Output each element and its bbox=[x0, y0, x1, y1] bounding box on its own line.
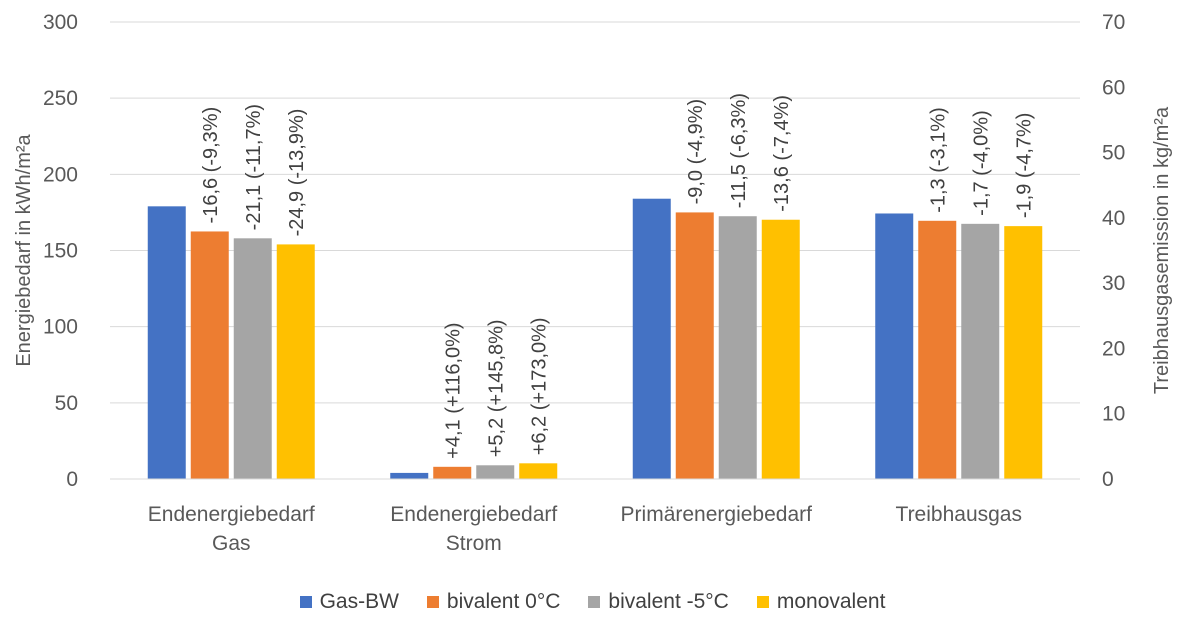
y2-tick-label: 10 bbox=[1102, 403, 1125, 426]
y-tick-label: 50 bbox=[55, 392, 78, 415]
y2-tick-label: 60 bbox=[1102, 76, 1125, 99]
data-label: -1,3 (-3,1%) bbox=[927, 107, 949, 213]
bar-3-2 bbox=[961, 223, 1000, 479]
bar-0-2 bbox=[233, 238, 272, 479]
data-label: -16,6 (-9,3%) bbox=[200, 107, 222, 224]
bar-1-0 bbox=[390, 472, 429, 479]
bar-0-3 bbox=[276, 244, 315, 479]
bar-1-3 bbox=[519, 463, 558, 479]
legend-swatch bbox=[756, 596, 769, 608]
legend-label: bivalent 0°C bbox=[446, 590, 561, 613]
y2-tick-label: 20 bbox=[1102, 337, 1125, 360]
bar-0-1 bbox=[190, 231, 229, 479]
data-label: +6,2 (+173,0%) bbox=[528, 317, 550, 455]
y2-tick-label: 0 bbox=[1102, 468, 1114, 491]
y2-axis-title: Treibhausgasemission in kg/m²a bbox=[1151, 106, 1173, 394]
legend-item: bivalent -5°C bbox=[588, 590, 729, 614]
bar-0-0 bbox=[147, 206, 186, 479]
bar-2-1 bbox=[675, 212, 714, 479]
bar-2-3 bbox=[761, 219, 800, 479]
category-label: Endenergiebedarf bbox=[390, 503, 557, 526]
y2-tick-label: 70 bbox=[1102, 11, 1125, 34]
y-tick-label: 0 bbox=[66, 468, 78, 491]
category-label: Strom bbox=[446, 532, 502, 555]
data-label: -24,9 (-13,9%) bbox=[286, 109, 308, 237]
data-label: -13,6 (-7,4%) bbox=[771, 95, 793, 212]
legend-label: bivalent -5°C bbox=[608, 590, 729, 613]
y2-tick-label: 50 bbox=[1102, 142, 1125, 165]
category-label: Treibhausgas bbox=[896, 503, 1022, 526]
legend-item: bivalent 0°C bbox=[426, 590, 561, 614]
data-label: -9,0 (-4,9%) bbox=[685, 99, 707, 205]
data-label: +4,1 (+116,0%) bbox=[442, 322, 464, 458]
data-label: -1,9 (-4,7%) bbox=[1013, 113, 1035, 219]
legend-item: monovalent bbox=[756, 590, 886, 614]
legend-label: monovalent bbox=[776, 590, 886, 613]
legend-swatch bbox=[588, 596, 601, 608]
bar-2-0 bbox=[632, 198, 671, 479]
bar-1-2 bbox=[476, 465, 515, 479]
data-label: -11,5 (-6,3%) bbox=[728, 93, 750, 208]
y-tick-label: 150 bbox=[43, 240, 78, 263]
legend: Gas-BW bivalent 0°C bivalent -5°C monovalen… bbox=[0, 590, 1185, 614]
category-label: Endenergiebedarf bbox=[148, 503, 315, 526]
bar-3-0 bbox=[875, 213, 914, 479]
bar-2-2 bbox=[718, 216, 757, 479]
y-axis-title: Energiebedarf in kWh/m²a bbox=[13, 133, 35, 366]
y2-tick-label: 30 bbox=[1102, 272, 1125, 295]
y-tick-label: 100 bbox=[43, 316, 78, 339]
bar-3-1 bbox=[918, 220, 957, 480]
y-tick-label: 250 bbox=[43, 87, 78, 110]
bar-3-3 bbox=[1004, 226, 1043, 479]
y-tick-label: 300 bbox=[43, 11, 78, 34]
legend-swatch bbox=[426, 596, 439, 608]
data-label: -21,1 (-11,7%) bbox=[243, 104, 265, 230]
category-label: Gas bbox=[212, 532, 251, 555]
data-label: +5,2 (+145,8%) bbox=[485, 319, 507, 457]
y2-tick-label: 40 bbox=[1102, 207, 1125, 230]
legend-item: Gas-BW bbox=[299, 590, 399, 614]
data-label: -1,7 (-4,0%) bbox=[970, 110, 992, 216]
legend-label: Gas-BW bbox=[319, 590, 399, 613]
bar-chart: 0 50 100 150 200 250 300 0 10 20 30 40 50 60 70 Energie… bbox=[13, 11, 1173, 555]
legend-swatch bbox=[299, 596, 312, 608]
y-tick-label: 200 bbox=[43, 163, 78, 186]
category-label: Primärenergiebedarf bbox=[621, 503, 813, 526]
bar-1-1 bbox=[433, 466, 472, 479]
